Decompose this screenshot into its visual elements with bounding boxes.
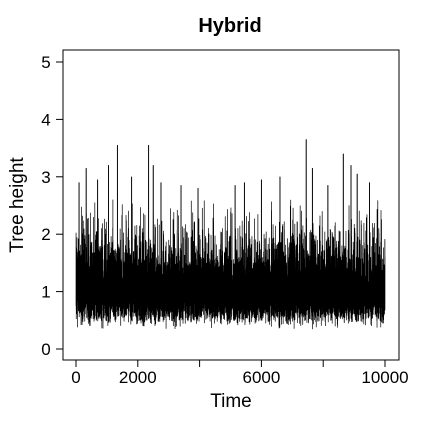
- trace-line: [75, 139, 386, 330]
- y-tick-label: 5: [41, 53, 50, 72]
- x-tick-label: 6000: [242, 368, 280, 387]
- y-tick-label: 2: [41, 225, 50, 244]
- chart-title: Hybrid: [198, 15, 261, 37]
- y-tick-label: 0: [41, 340, 50, 359]
- x-tick-label: 10000: [361, 368, 408, 387]
- y-tick-label: 1: [41, 283, 50, 302]
- axes-layer: 0 2000 6000 10000 0 1 2 3 4 5: [41, 53, 408, 387]
- x-tick-label: 0: [71, 368, 80, 387]
- y-tick-label: 3: [41, 168, 50, 187]
- y-axis-label: Tree height: [7, 157, 28, 253]
- y-tick-label: 4: [41, 110, 50, 129]
- x-axis-label: Time: [210, 391, 252, 412]
- trace-layer: [75, 139, 386, 330]
- x-tick-label: 2000: [119, 368, 157, 387]
